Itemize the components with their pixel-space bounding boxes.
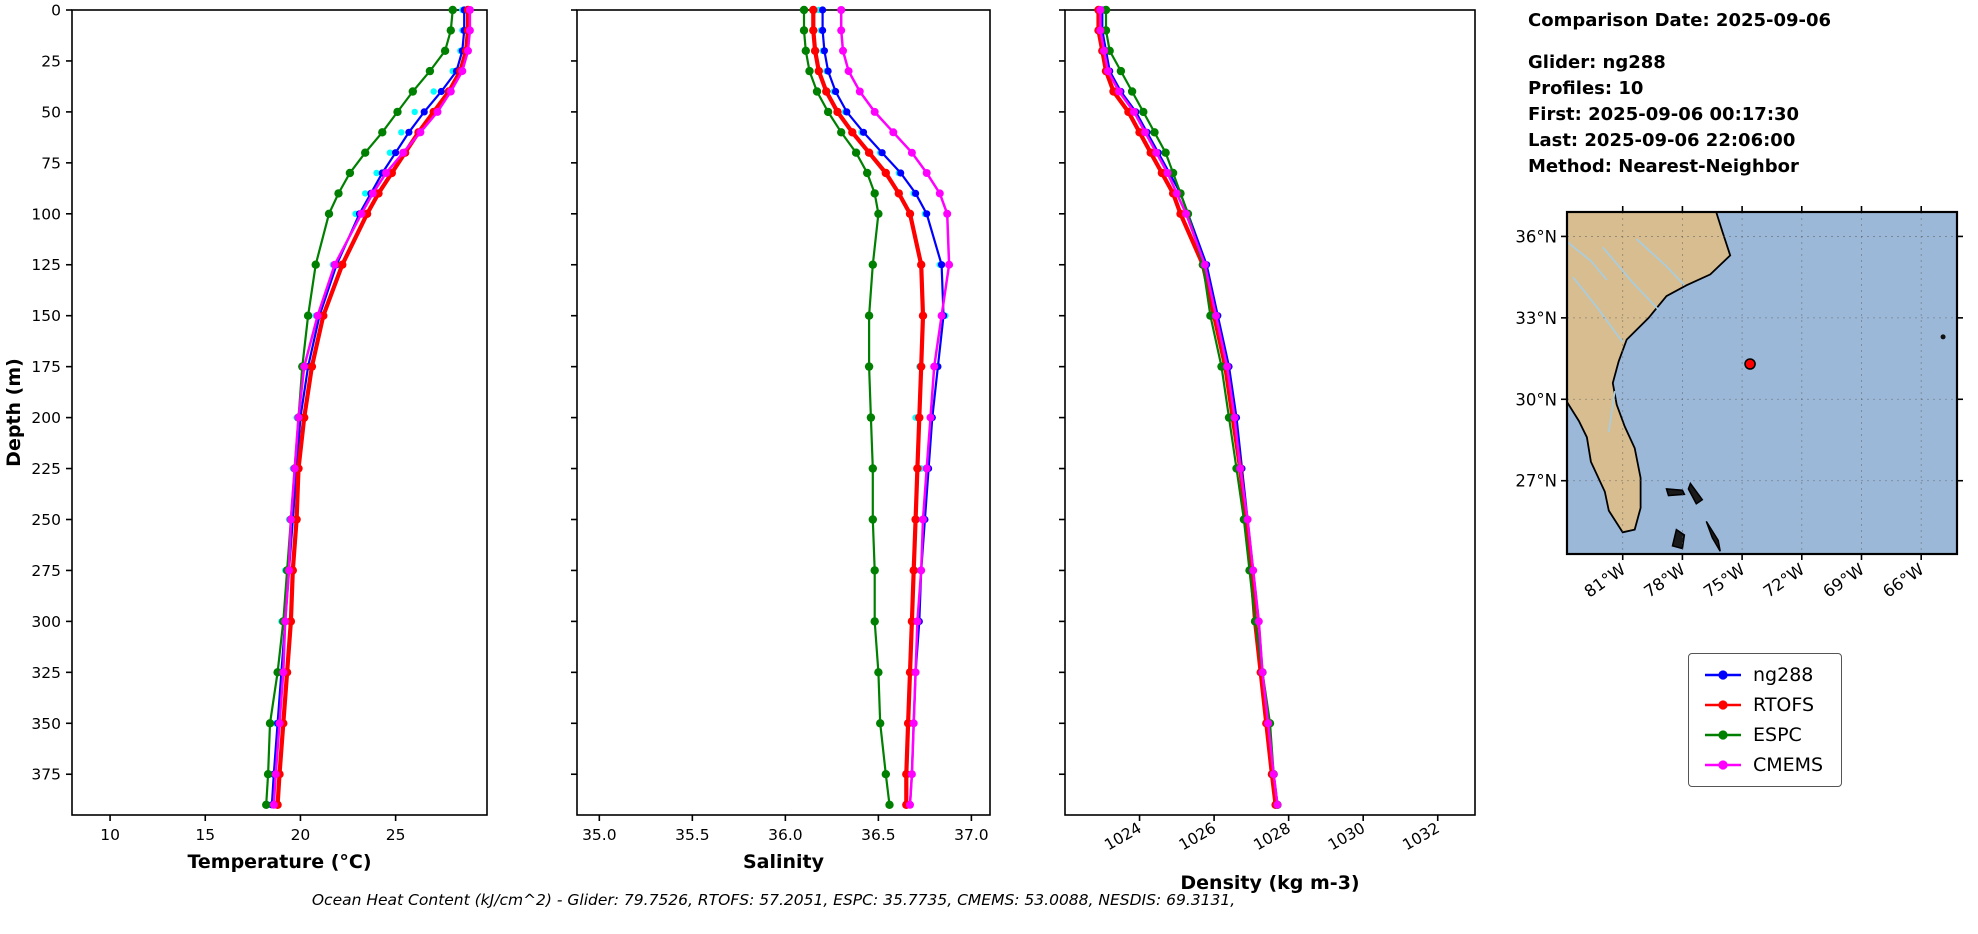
- x-tick-label: 1032: [1400, 819, 1443, 854]
- y-tick-label: 250: [31, 511, 61, 529]
- legend-swatch-ng288: [1705, 670, 1741, 680]
- y-tick-label: 25: [41, 52, 61, 70]
- y-tick-label: 300: [31, 613, 61, 631]
- x-tick-label: 35.5: [675, 826, 710, 844]
- y-tick-label: 150: [31, 307, 61, 325]
- x-axis-label: Salinity: [743, 851, 825, 873]
- map-lon-label: 81°W: [1581, 560, 1629, 602]
- x-tick-label: 1028: [1250, 819, 1293, 854]
- map-lon-label: 75°W: [1700, 560, 1748, 602]
- legend-label-rtofs: RTOFS: [1753, 694, 1815, 716]
- temperature-profile-chart: 0 25 50 75 100 125 150 175 200 225 250 275 300 325 350…: [3, 2, 488, 873]
- x-tick-label: 1026: [1176, 819, 1219, 854]
- map-bermuda: [1940, 334, 1946, 340]
- y-tick-label: 375: [31, 766, 61, 784]
- map-lat-label: 33°N: [1515, 309, 1557, 328]
- y-tick-label: 275: [31, 562, 61, 580]
- map-lat-label: 36°N: [1515, 227, 1557, 246]
- y-tick-label: 200: [31, 409, 61, 427]
- map-river: [1566, 241, 1608, 281]
- legend-label-cmems: CMEMS: [1753, 754, 1824, 776]
- x-tick-label: 25: [386, 826, 406, 844]
- plot-frame: [71, 9, 488, 816]
- map-lon-label: 72°W: [1760, 560, 1808, 602]
- x-axis-label: Density (kg m-3): [1180, 872, 1359, 894]
- legend-item-rtofs: RTOFS: [1703, 694, 1823, 716]
- y-axis-label: Depth (m): [3, 358, 25, 467]
- plot-frame: [576, 9, 991, 816]
- x-axis-label: Temperature (°C): [187, 851, 371, 873]
- legend-label-ng288: ng288: [1753, 664, 1814, 686]
- map-land: [1566, 211, 1732, 534]
- y-tick-label: 50: [41, 103, 61, 121]
- map-river: [1636, 238, 1685, 286]
- ocean-heat-content-caption: Ocean Heat Content (kJ/cm^2) - Glider: 7…: [311, 891, 1236, 909]
- map-river: [1608, 390, 1616, 433]
- map-canvas: 36°N 33°N 30°N 27°N 81°W 78°W 75°W 72°W 69°W 66°W: [1515, 206, 1963, 601]
- glider-name-text: Glider: ng288: [1528, 52, 1666, 74]
- map-lat-label: 27°N: [1515, 472, 1557, 491]
- x-tick-label: 10: [100, 826, 120, 844]
- legend-item-ng288: ng288: [1703, 664, 1823, 686]
- x-tick-label: 36.0: [768, 826, 803, 844]
- density-profile-chart: 1024 1026 1028 1030 1032 Density (kg m-3): [1059, 5, 1476, 894]
- legend-swatch-rtofs: [1705, 700, 1741, 710]
- y-tick-label: 100: [31, 205, 61, 223]
- y-tick-label: 175: [31, 358, 61, 376]
- map-island: [1665, 488, 1686, 497]
- x-tick-label: 36.5: [861, 826, 896, 844]
- map-river: [1602, 246, 1660, 311]
- method-text: Method: Nearest-Neighbor: [1528, 156, 1799, 178]
- y-tick-label: 325: [31, 664, 61, 682]
- x-tick-label: 20: [291, 826, 311, 844]
- x-tick-label: 35.0: [582, 826, 617, 844]
- x-tick-label: 1024: [1101, 819, 1144, 854]
- location-map: 36°N 33°N 30°N 27°N 81°W 78°W 75°W 72°W 69°W 66°W: [1515, 206, 1963, 601]
- map-lon-label: 69°W: [1820, 560, 1868, 602]
- plot-frame: [1064, 9, 1476, 816]
- y-tick-label: 125: [31, 256, 61, 274]
- legend-item-espc: ESPC: [1703, 724, 1823, 746]
- map-island: [1705, 521, 1721, 552]
- comparison-date-text: Comparison Date: 2025-09-06: [1528, 10, 1832, 31]
- y-tick-label: 225: [31, 460, 61, 478]
- legend-swatch-cmems: [1705, 760, 1741, 770]
- profiles-count-text: Profiles: 10: [1528, 78, 1644, 100]
- map-island: [1687, 481, 1704, 505]
- legend-label-espc: ESPC: [1753, 724, 1802, 746]
- comparison-info-panel: Comparison Date: 2025-09-06 Glider: ng28…: [1528, 8, 1831, 181]
- x-tick-label: 1030: [1325, 819, 1368, 854]
- x-tick-label: 15: [195, 826, 215, 844]
- map-lon-label: 66°W: [1879, 560, 1927, 602]
- map-lat-label: 30°N: [1515, 390, 1557, 409]
- glider-location-marker: [1744, 358, 1756, 370]
- legend-swatch-espc: [1705, 730, 1741, 740]
- y-tick-label: 0: [51, 2, 61, 20]
- salinity-profile-chart: 35.0 35.5 36.0 36.5 37.0 Salinity: [571, 5, 991, 873]
- legend: ng288 RTOFS ESPC CMEMS: [1688, 653, 1843, 787]
- map-lon-label: 78°W: [1640, 560, 1688, 602]
- x-tick-label: 37.0: [954, 826, 989, 844]
- map-river: [1572, 276, 1624, 343]
- last-profile-time-text: Last: 2025-09-06 22:06:00: [1528, 130, 1796, 152]
- y-tick-label: 75: [41, 154, 61, 172]
- first-profile-time-text: First: 2025-09-06 00:17:30: [1528, 104, 1800, 126]
- legend-item-cmems: CMEMS: [1703, 754, 1823, 776]
- y-tick-label: 350: [31, 715, 61, 733]
